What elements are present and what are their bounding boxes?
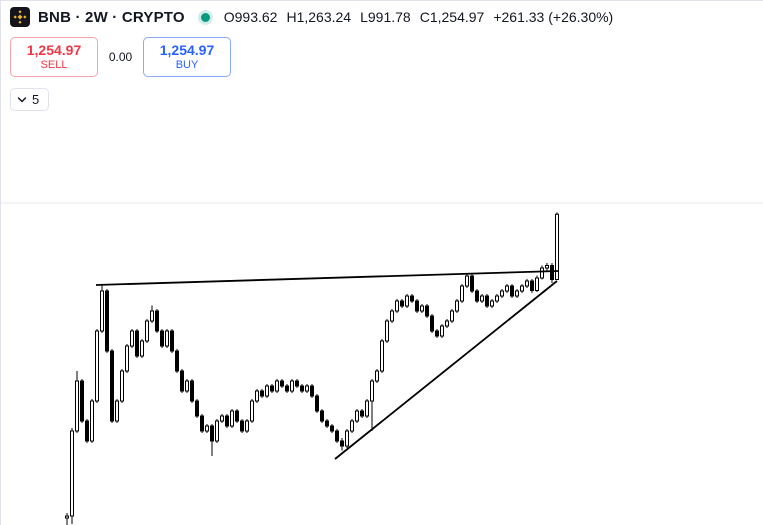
- high-value: H1,263.24: [286, 9, 352, 25]
- sell-button[interactable]: 1,254.97 SELL: [10, 37, 98, 77]
- collapsed-count: 5: [32, 92, 40, 107]
- spread-value: 0.00: [108, 50, 133, 64]
- buy-price: 1,254.97: [159, 42, 215, 58]
- change-value: +261.33 (+26.30%): [493, 9, 614, 25]
- candlestick-chart[interactable]: [1, 114, 763, 525]
- sell-label: SELL: [40, 59, 68, 71]
- bnb-logo-icon: [10, 7, 30, 27]
- ohlc-readout: O993.62 H1,263.24 L991.78 C1,254.97 +261…: [224, 9, 613, 25]
- symbol-title[interactable]: BNB · 2W · CRYPTO: [38, 8, 185, 26]
- trendline-resistance: [95, 270, 559, 286]
- chevron-down-icon: [17, 96, 27, 104]
- symbol-legend: BNB · 2W · CRYPTO O993.62 H1,263.24 L991…: [10, 7, 613, 27]
- trendline-ascending-support: [334, 280, 558, 460]
- buy-button[interactable]: 1,254.97 BUY: [143, 37, 231, 77]
- sell-price: 1,254.97: [26, 42, 82, 58]
- open-value: O993.62: [223, 9, 278, 25]
- legend-collapse-button[interactable]: 5: [10, 88, 50, 111]
- low-value: L991.78: [360, 9, 411, 25]
- trade-panel: 1,254.97 SELL 0.00 1,254.97 BUY: [10, 37, 231, 77]
- buy-label: BUY: [175, 59, 199, 71]
- legend-toolbar: 5: [10, 88, 50, 111]
- close-value: C1,254.97: [419, 9, 485, 25]
- market-status-icon[interactable]: [200, 12, 210, 22]
- chart-area[interactable]: [1, 114, 763, 525]
